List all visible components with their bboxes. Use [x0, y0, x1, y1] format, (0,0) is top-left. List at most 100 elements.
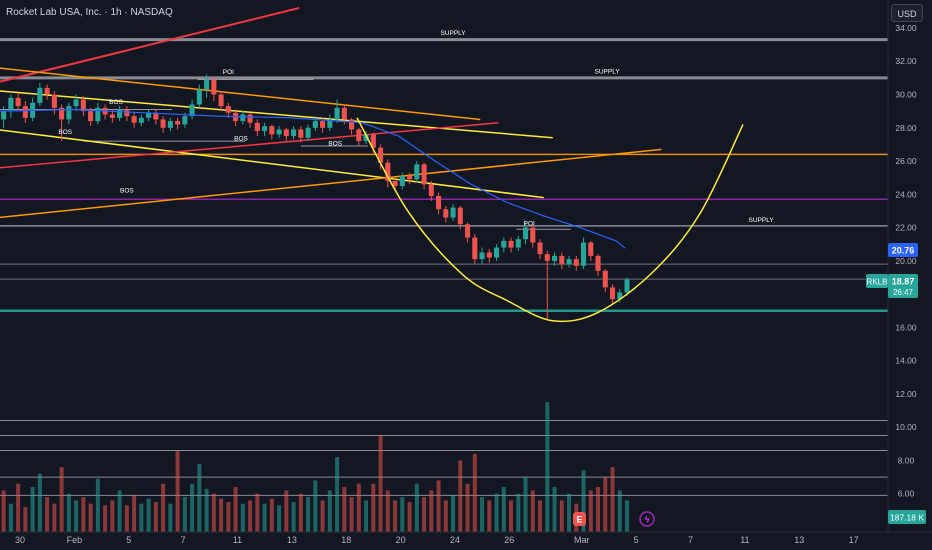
- candle-body: [428, 184, 434, 196]
- earnings-icon[interactable]: [573, 512, 586, 526]
- volume-bar: [313, 480, 318, 532]
- candle-body: [254, 122, 260, 132]
- candle: [225, 102, 231, 118]
- candle-body: [167, 121, 173, 128]
- moving-average-line: [0, 108, 626, 249]
- annotation-label-supply: SUPPLY: [440, 30, 466, 37]
- candle: [305, 124, 311, 142]
- price-tick-label: 16.00: [895, 322, 917, 332]
- volume-bar: [451, 495, 456, 532]
- volume-bar: [523, 477, 528, 532]
- volume-bar: [291, 502, 296, 532]
- candle-body: [334, 107, 340, 120]
- volume-bar: [422, 497, 427, 532]
- candle-body: [153, 112, 159, 120]
- candle: [269, 124, 275, 140]
- volume-bar: [59, 467, 64, 532]
- candle-body: [414, 164, 420, 180]
- candle: [247, 112, 253, 128]
- candle: [581, 237, 587, 270]
- volume-bar: [530, 490, 535, 532]
- time-tick-label: 13: [287, 535, 297, 545]
- candle-body: [175, 121, 181, 125]
- candle-body: [22, 106, 28, 118]
- volume-bar: [458, 460, 463, 532]
- volume-bar: [175, 450, 180, 532]
- candle-body: [262, 126, 268, 132]
- candle: [515, 235, 521, 251]
- price-axis[interactable]: 34.00 32.00 30.00 28.00 26.00 24.00 22.00 20.00…: [895, 23, 917, 499]
- candle: [334, 99, 340, 123]
- volume-bar: [146, 498, 151, 532]
- symbol-badge: RKLB: [867, 278, 888, 287]
- price-tick-label: 28.00: [895, 123, 917, 133]
- candle-body: [15, 97, 21, 107]
- candle-body: [421, 164, 427, 185]
- price-tick-label: 10.00: [895, 422, 917, 432]
- time-tick-label: Feb: [67, 535, 83, 545]
- volume-bar: [219, 498, 224, 532]
- candle: [211, 77, 217, 102]
- candle-body: [320, 121, 326, 128]
- time-tick-label: 11: [233, 535, 242, 545]
- candle: [450, 204, 456, 221]
- volume-bar: [37, 473, 42, 532]
- candle: [552, 252, 558, 266]
- candle-body: [436, 195, 442, 210]
- volume-bar: [610, 467, 615, 532]
- candle: [544, 250, 550, 321]
- candle: [8, 94, 14, 118]
- candle: [254, 119, 260, 137]
- volume-bar: [327, 490, 332, 532]
- candle: [436, 192, 442, 215]
- time-tick-label: 5: [634, 535, 639, 545]
- candle-body: [59, 107, 65, 120]
- volume-bar: [393, 500, 398, 532]
- volume-bar: [545, 402, 550, 532]
- candle: [327, 114, 333, 132]
- volume-bar: [161, 483, 166, 532]
- candle-body: [298, 129, 304, 138]
- last-price-value: 18.87: [892, 277, 915, 287]
- lightning-icon-glyph: ϟ: [645, 515, 650, 525]
- time-tick-label: 5: [126, 535, 131, 545]
- volume-bar: [400, 497, 405, 532]
- volume-bar: [364, 500, 369, 532]
- volume-bar: [465, 483, 470, 532]
- candle: [566, 255, 572, 268]
- volume-bar: [45, 497, 50, 532]
- annotation-label-poi: POI: [524, 221, 535, 228]
- candle-body: [508, 240, 514, 248]
- earnings-icon-glyph: E: [576, 515, 582, 525]
- volume-bar: [625, 500, 630, 532]
- candle: [530, 224, 536, 248]
- candle-body: [537, 242, 543, 255]
- volume-bar: [182, 497, 187, 532]
- volume-bar: [298, 493, 303, 532]
- volume-bar: [617, 490, 622, 532]
- candle: [22, 101, 28, 123]
- trend-line-0: [0, 7, 300, 83]
- dividend-marker[interactable]: ϟ: [639, 511, 655, 527]
- time-axis[interactable]: 30 Feb 5 7 11 13 18 20 24 26 Mar 5 7 11 13 17: [15, 535, 859, 545]
- candle: [182, 112, 188, 128]
- candle-body: [450, 207, 456, 218]
- candle-body: [305, 127, 311, 138]
- volume-bar: [23, 507, 28, 532]
- candle-body: [88, 111, 94, 122]
- trend-line-4: [0, 122, 499, 169]
- candle-body: [8, 97, 14, 112]
- volume-bar: [95, 478, 100, 532]
- candle: [124, 106, 130, 122]
- volume-bar: [342, 487, 347, 532]
- currency-button[interactable]: USD: [891, 4, 923, 22]
- candle: [167, 117, 173, 132]
- price-tick-label: 20.00: [895, 256, 917, 266]
- volume-bar: [603, 477, 608, 532]
- earnings-marker[interactable]: E: [573, 512, 586, 526]
- lightning-icon[interactable]: [639, 511, 655, 527]
- candle-body: [610, 287, 616, 300]
- candle: [559, 252, 565, 270]
- volume-bar: [226, 502, 231, 532]
